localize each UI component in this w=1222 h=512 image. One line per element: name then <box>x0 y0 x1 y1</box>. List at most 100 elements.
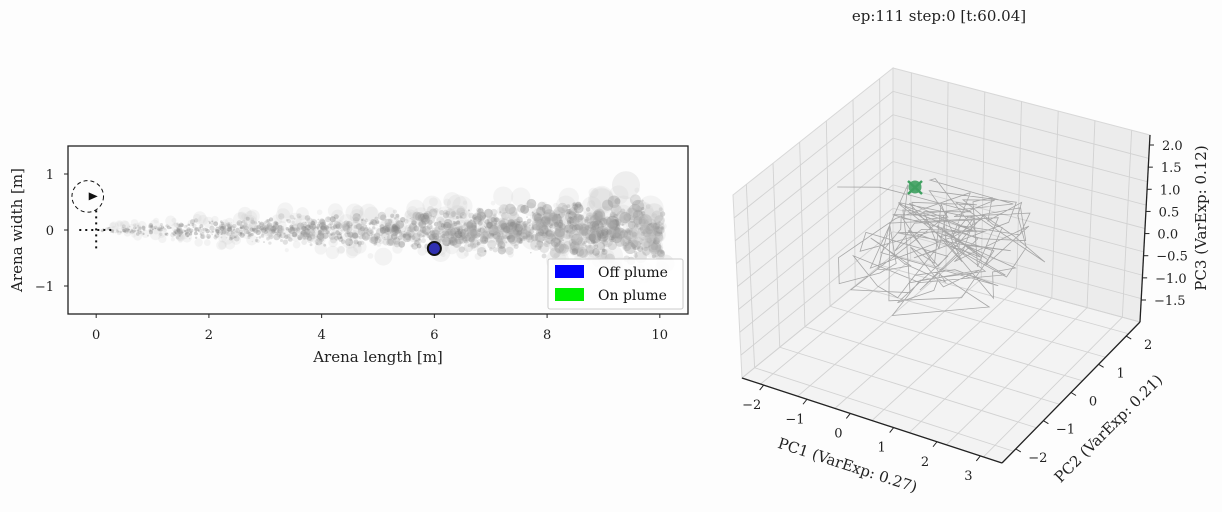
plume-puff <box>517 204 526 213</box>
plume-puff <box>265 219 269 223</box>
plume-puff <box>148 229 151 232</box>
plume-puff <box>240 224 245 229</box>
plume-puff <box>619 211 631 224</box>
plume-puff <box>310 220 316 226</box>
plume-puff <box>471 225 475 229</box>
plume-puff <box>603 238 607 243</box>
plume-puff <box>572 226 578 232</box>
plume-puff <box>370 218 377 226</box>
plume-puff <box>566 230 569 233</box>
plume-puff <box>319 225 325 231</box>
plume-puff <box>531 224 539 231</box>
pca-grid-line <box>736 137 894 264</box>
plume-puff <box>258 236 262 239</box>
plume-puff <box>454 226 464 235</box>
plume-puff <box>513 231 520 239</box>
plume-puff <box>321 226 327 231</box>
plume-puff <box>472 229 479 236</box>
plume-puff <box>122 224 126 229</box>
plume-puff <box>412 211 422 221</box>
pca-grid-line <box>734 114 894 242</box>
plume-puff <box>544 227 547 230</box>
plume-puff <box>448 236 458 246</box>
plume-puff <box>429 238 432 241</box>
plume-puff <box>194 230 197 233</box>
pca-grid-line <box>760 259 911 385</box>
plume-puff <box>119 220 129 230</box>
plume-puff <box>630 223 655 248</box>
plume-puff <box>371 219 378 226</box>
plume-puff <box>519 240 523 244</box>
legend-label-off-plume: Off plume <box>598 265 668 281</box>
plume-puff <box>581 229 588 236</box>
plume-puff <box>606 222 618 235</box>
plume-puff <box>111 229 115 233</box>
plume-puff <box>244 225 249 231</box>
plume-puff <box>278 224 283 229</box>
plume-puff <box>271 214 283 226</box>
plume-puff <box>464 251 470 257</box>
plume-puff <box>474 252 482 260</box>
plume-puff <box>613 213 618 219</box>
plume-puff <box>201 227 205 231</box>
plume-puff <box>576 246 588 258</box>
plume-puff <box>333 220 341 229</box>
plume-puff <box>553 207 570 224</box>
plume-puff <box>278 235 282 239</box>
plume-puff <box>403 230 406 233</box>
plume-puff <box>587 232 589 235</box>
plume-puff <box>279 238 284 243</box>
plume-puff <box>507 219 515 227</box>
plume-puff <box>186 235 190 238</box>
plume-puff <box>501 222 511 232</box>
plume-puff <box>541 224 552 234</box>
plume-puff <box>311 219 318 225</box>
plume-puff <box>233 212 248 227</box>
plume-puff <box>654 215 665 226</box>
plume-puff <box>323 243 327 247</box>
plume-puff <box>163 228 167 233</box>
plume-puff <box>332 224 338 230</box>
plume-puff <box>252 228 255 231</box>
plume-puff <box>266 222 273 228</box>
plume-puff <box>453 222 458 227</box>
plume-puff <box>595 212 604 220</box>
plume-puff <box>285 218 289 222</box>
plume-puff <box>471 212 490 230</box>
plume-puff <box>184 232 190 237</box>
plume-puff <box>624 228 631 234</box>
plume-puff <box>549 242 558 251</box>
plume-puff <box>528 224 531 227</box>
plume-puff <box>179 227 183 231</box>
pca-xtick-mark <box>975 455 981 462</box>
plume-puff <box>331 209 345 223</box>
plume-puff <box>327 216 331 220</box>
plume-puff <box>152 226 156 230</box>
plume-puff <box>147 234 149 237</box>
plume-puff <box>436 235 444 243</box>
plume-puff <box>481 233 483 235</box>
pca-ztick-label: 0.5 <box>1159 205 1180 220</box>
plume-puff <box>423 212 430 220</box>
plume-puff <box>539 243 550 254</box>
plume-puff <box>368 222 372 226</box>
pca-xtick-label: −1 <box>785 412 804 427</box>
plume-puff <box>567 216 575 225</box>
plume-puff <box>271 224 278 231</box>
plume-puff <box>183 225 188 229</box>
plume-puff <box>510 219 518 227</box>
pca-grid-line <box>892 137 1147 206</box>
plume-puff <box>159 224 163 229</box>
plume-puff <box>215 229 220 234</box>
plume-puff <box>615 213 619 217</box>
plume-puff <box>463 222 467 226</box>
plume-puff <box>192 226 195 229</box>
plume-puff <box>463 228 479 244</box>
plume-puff <box>479 227 482 230</box>
plume-puff <box>250 220 256 225</box>
plume-puff <box>526 198 537 209</box>
plume-puff <box>598 235 607 244</box>
plume-puff <box>409 229 411 231</box>
plume-puff <box>329 226 333 229</box>
plume-puff <box>601 235 614 248</box>
